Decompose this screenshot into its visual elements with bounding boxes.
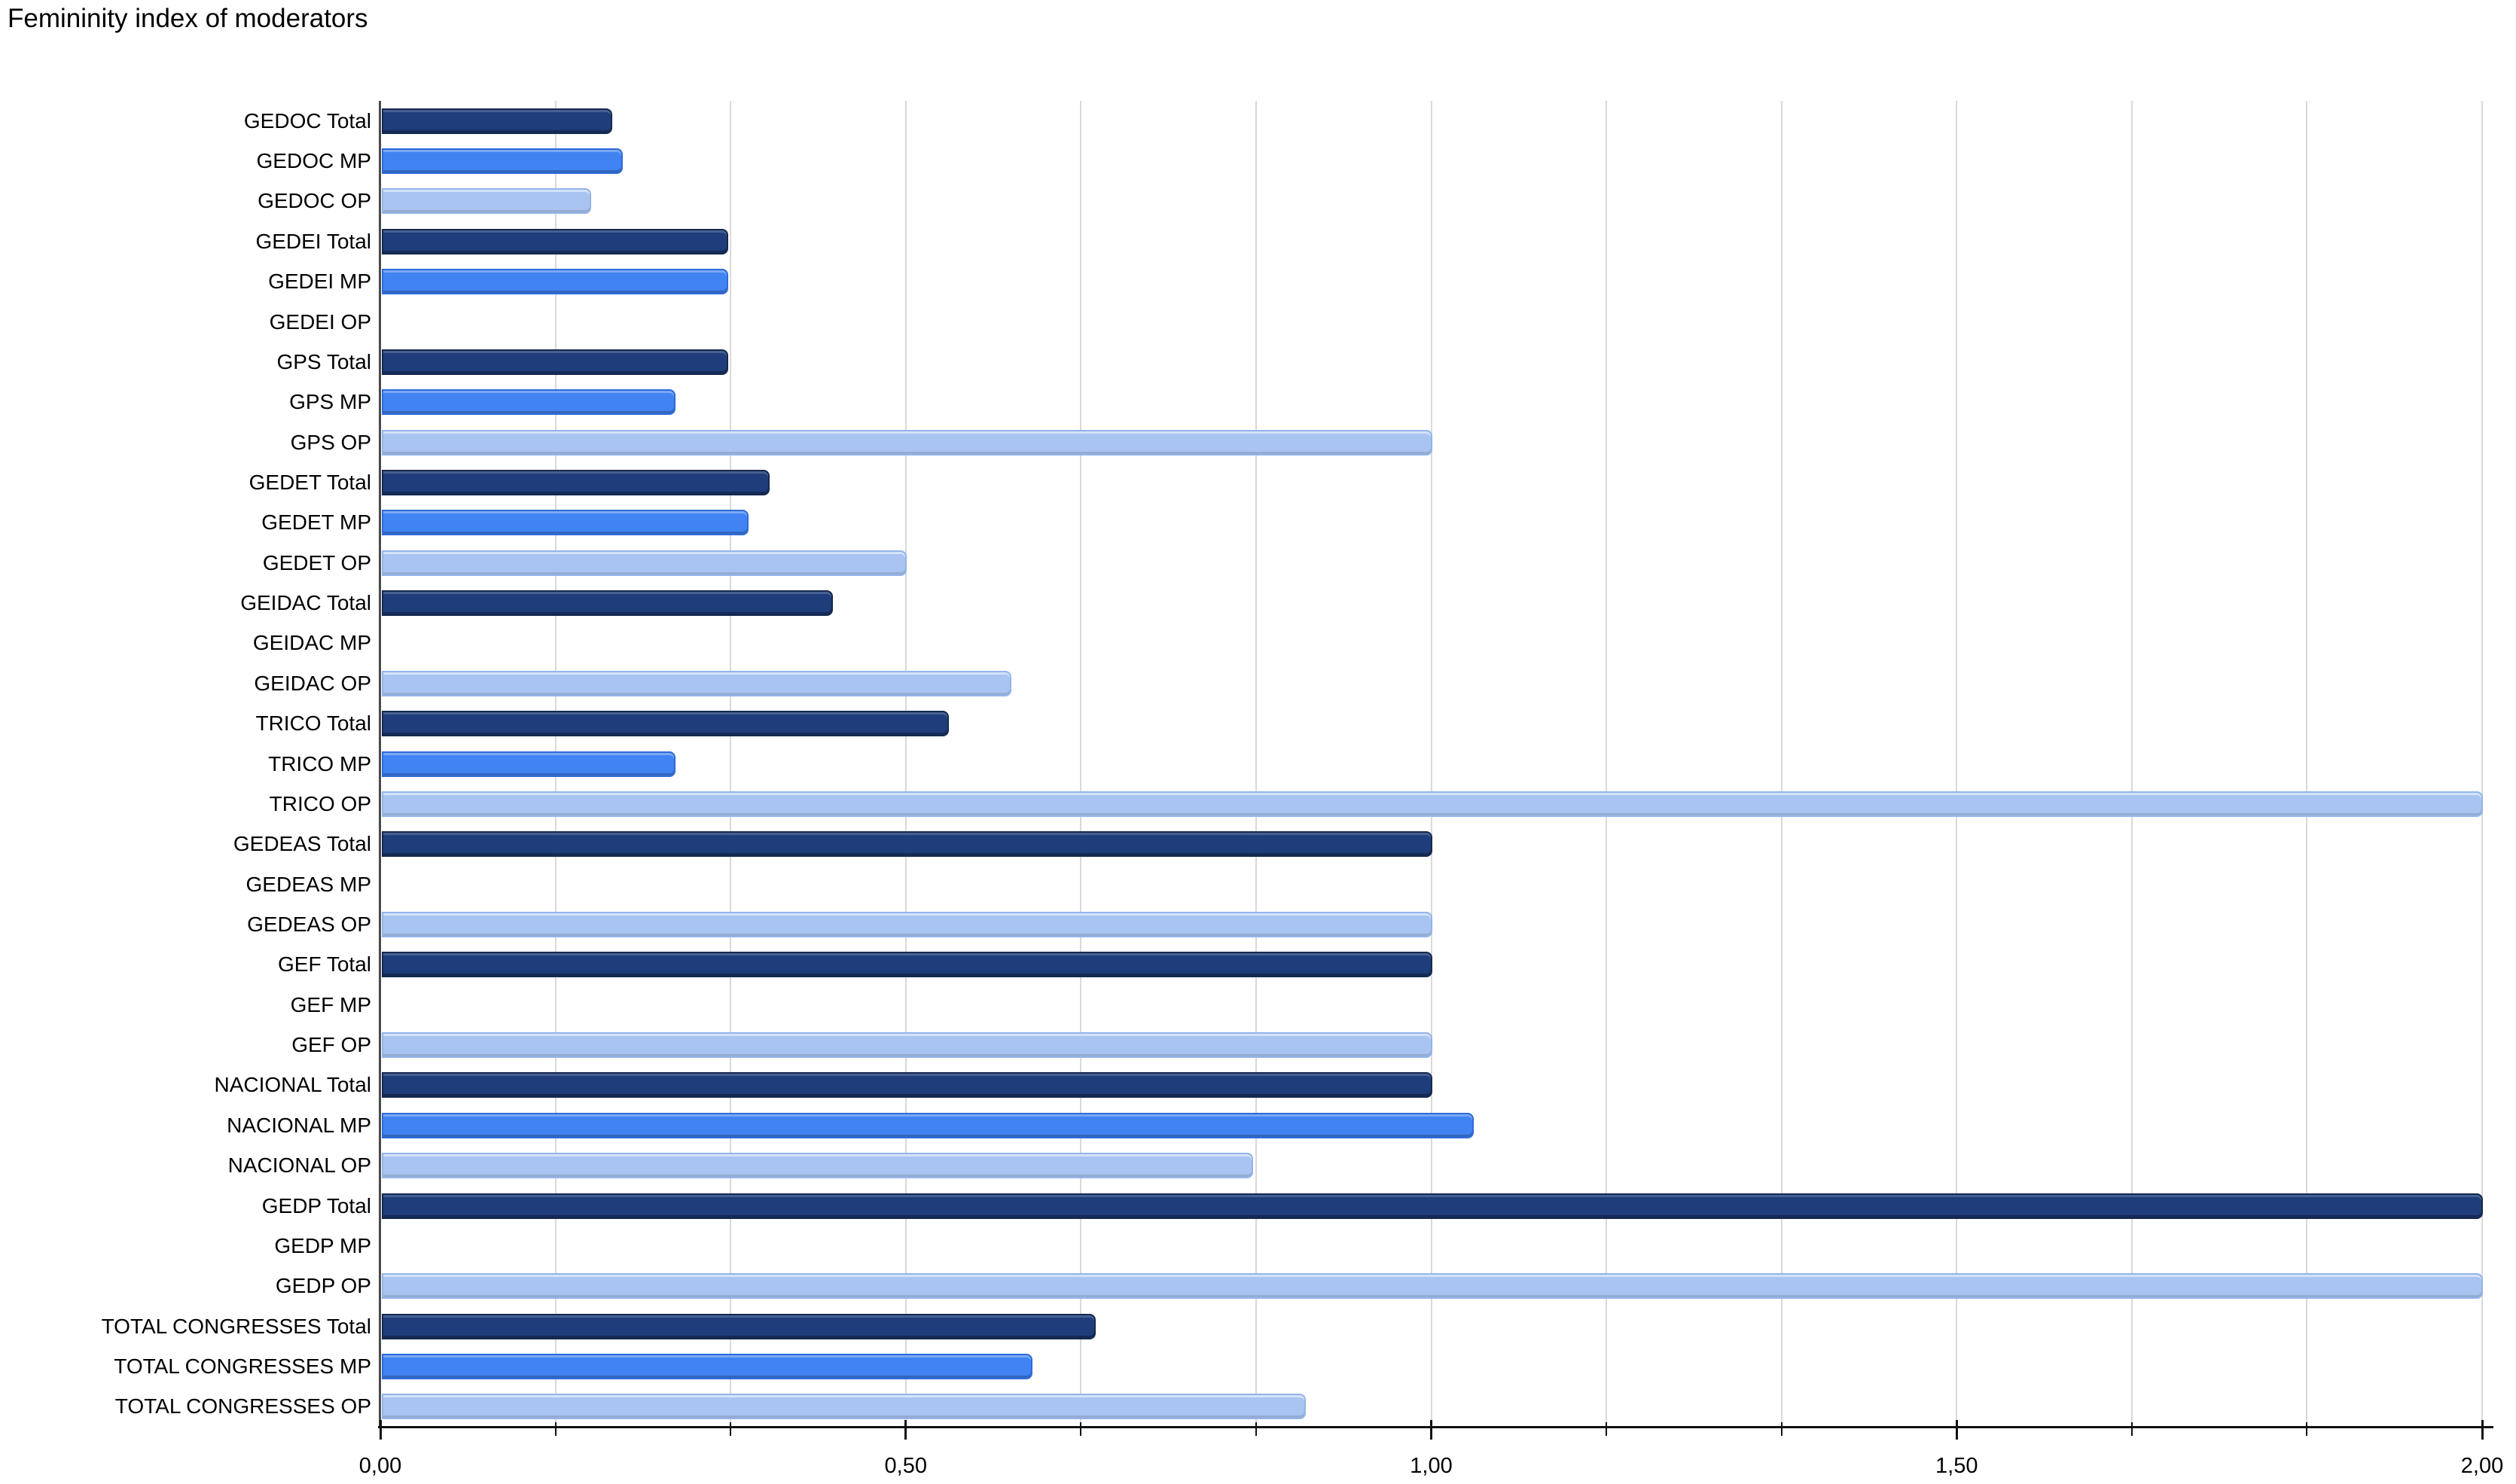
category-label: GEIDAC MP — [252, 631, 371, 655]
x-tick-label: 0,50 — [884, 1454, 927, 1478]
category-label: GPS MP — [289, 390, 371, 414]
x-tick-label: 1,00 — [1410, 1454, 1453, 1478]
gridline — [904, 101, 907, 1427]
bar — [382, 590, 834, 617]
bar — [382, 1032, 1432, 1059]
category-label: NACIONAL OP — [227, 1153, 371, 1178]
category-label: GEDEAS OP — [247, 912, 371, 936]
category-label: GEDET MP — [261, 510, 371, 535]
bar — [382, 791, 2483, 817]
category-label: TOTAL CONGRESSES Total — [101, 1314, 371, 1338]
category-label: GEDP Total — [261, 1193, 371, 1217]
bar — [382, 269, 728, 295]
x-tick-label: 2,00 — [2460, 1454, 2504, 1478]
major-tick — [379, 1420, 382, 1440]
category-label: GEDEI Total — [255, 229, 371, 253]
category-label: NACIONAL MP — [227, 1113, 371, 1137]
major-tick — [1955, 1420, 1958, 1440]
gridline — [730, 101, 732, 1427]
category-label: GEF MP — [290, 992, 371, 1016]
category-label: GEDP OP — [275, 1274, 371, 1298]
gridline — [2306, 101, 2308, 1427]
bar — [382, 952, 1432, 978]
minor-tick — [730, 1422, 732, 1436]
x-axis-line — [378, 1426, 2493, 1428]
bar — [382, 911, 1432, 937]
category-label: GEDEI MP — [268, 270, 371, 294]
category-label: GEDET Total — [249, 470, 371, 494]
bar — [382, 228, 728, 254]
category-label: GPS OP — [290, 430, 371, 454]
category-label: TRICO OP — [269, 791, 371, 815]
bar — [382, 1394, 1307, 1420]
major-tick — [904, 1420, 907, 1440]
gridline — [1430, 101, 1432, 1427]
category-label: GEDEAS MP — [246, 872, 371, 896]
bar — [382, 751, 676, 777]
bar — [382, 670, 1012, 696]
bar — [382, 1353, 1033, 1379]
bar — [382, 188, 592, 215]
category-label: GEDP MP — [274, 1233, 371, 1257]
minor-tick — [1780, 1422, 1783, 1436]
minor-tick — [2306, 1422, 2308, 1436]
bar — [382, 550, 907, 576]
minor-tick — [1255, 1422, 1257, 1436]
bar — [382, 389, 676, 416]
bar — [382, 1193, 2483, 1219]
category-label: GEF OP — [291, 1033, 371, 1057]
bar — [382, 1072, 1432, 1099]
category-label: GPS Total — [276, 349, 371, 373]
category-label: GEDEAS Total — [233, 832, 371, 856]
category-label: TOTAL CONGRESSES OP — [114, 1394, 371, 1418]
minor-tick — [1606, 1422, 1608, 1436]
gridline — [2130, 101, 2133, 1427]
minor-tick — [1080, 1422, 1082, 1436]
bar — [382, 108, 612, 134]
gridline — [1606, 101, 1608, 1427]
category-label: GEF Total — [278, 952, 371, 977]
bar — [382, 429, 1432, 456]
category-label: GEDOC MP — [256, 149, 371, 173]
x-tick-label: 1,50 — [1935, 1454, 1978, 1478]
category-label: GEDEI OP — [269, 309, 371, 334]
bar — [382, 1112, 1475, 1138]
bar — [382, 831, 1432, 858]
bar — [382, 148, 623, 175]
x-tick-label: 0,00 — [358, 1454, 402, 1478]
bar — [382, 510, 749, 536]
category-label: GEDOC OP — [258, 189, 371, 213]
bar — [382, 349, 728, 375]
major-tick — [1430, 1420, 1432, 1440]
gridline — [1080, 101, 1082, 1427]
minor-tick — [554, 1422, 557, 1436]
category-label: GEDET OP — [262, 550, 371, 574]
bar — [382, 1313, 1096, 1339]
gridline — [1255, 101, 1257, 1427]
bar — [382, 1273, 2483, 1300]
category-label: NACIONAL Total — [214, 1073, 371, 1097]
minor-tick — [2130, 1422, 2133, 1436]
category-label: GEIDAC OP — [254, 671, 371, 695]
category-label: GEIDAC Total — [240, 591, 371, 615]
category-label: TRICO MP — [268, 751, 371, 776]
bar — [382, 1153, 1254, 1179]
gridline — [1956, 101, 1958, 1427]
bar — [382, 469, 770, 495]
gridline — [1780, 101, 1783, 1427]
major-tick — [2481, 1420, 2484, 1440]
bar — [382, 711, 949, 737]
category-label: TRICO Total — [255, 712, 371, 736]
category-label: TOTAL CONGRESSES MP — [114, 1354, 371, 1378]
gridline — [2481, 101, 2483, 1427]
chart-title: Femininity index of moderators — [8, 4, 368, 33]
y-axis-line — [379, 101, 381, 1427]
category-label: GEDOC Total — [243, 108, 371, 133]
